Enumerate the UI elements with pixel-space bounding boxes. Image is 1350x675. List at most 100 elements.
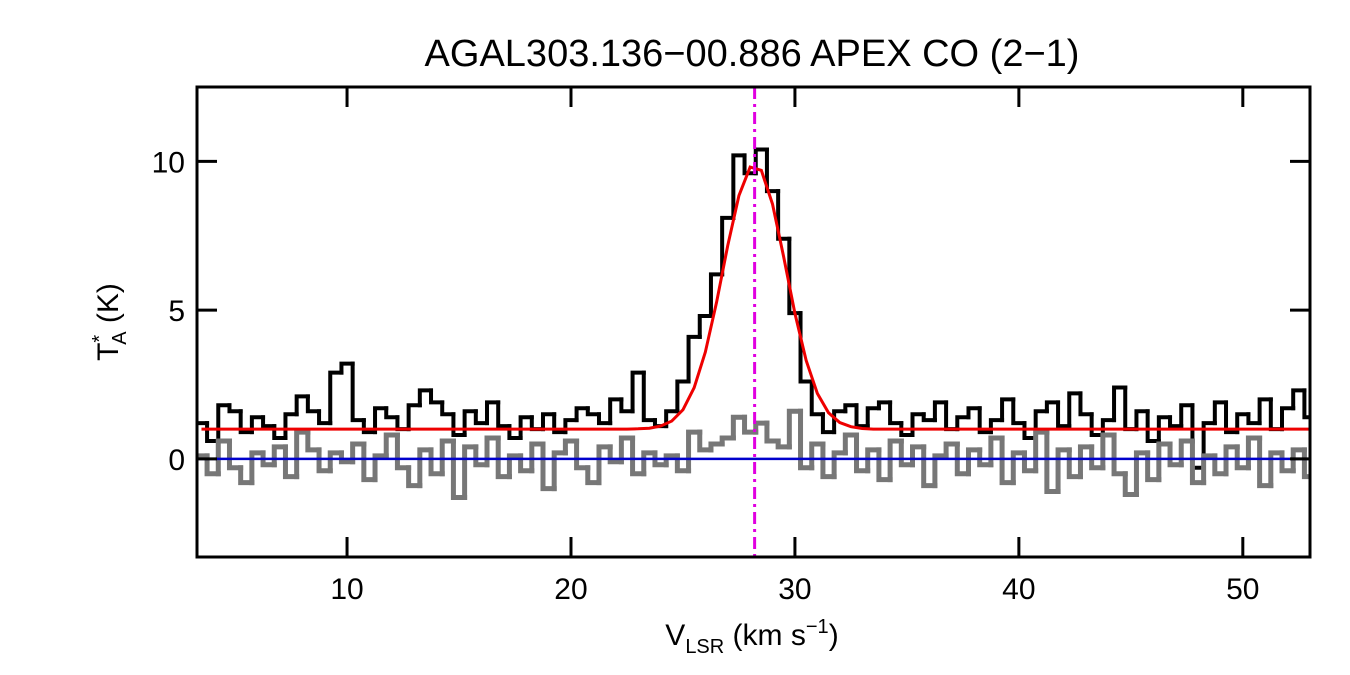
- step-channel: [888, 400, 904, 426]
- step-channel: [394, 432, 412, 471]
- step-channel: [226, 438, 244, 471]
- step-channel: [596, 444, 613, 486]
- step-channel: [1224, 400, 1240, 435]
- step-channel: [451, 412, 467, 438]
- step-channel: [551, 450, 568, 492]
- step-channel: [1111, 432, 1128, 477]
- step-channel: [720, 215, 736, 277]
- step-channel: [697, 314, 713, 339]
- step-channel: [966, 406, 982, 420]
- x-label-sup: −1: [806, 616, 829, 638]
- step-channel: [383, 432, 400, 459]
- step-channel: [1100, 432, 1117, 471]
- step-channel: [776, 189, 792, 241]
- step-channel: [1201, 453, 1218, 486]
- step-channel: [1145, 409, 1161, 443]
- step-channel: [1133, 450, 1151, 498]
- step-channel: [1067, 391, 1083, 429]
- step-channel: [786, 408, 804, 450]
- step-channel: [506, 453, 524, 480]
- step-channel: [417, 388, 434, 408]
- plot-area: [197, 87, 1310, 557]
- step-channel: [1078, 391, 1094, 417]
- step-channel: [294, 394, 310, 417]
- step-channel: [238, 409, 254, 435]
- x-label-end: ): [829, 619, 839, 652]
- step-channel: [1011, 397, 1027, 426]
- step-channel: [1302, 388, 1310, 420]
- step-channel: [249, 450, 266, 486]
- step-channel: [1145, 450, 1162, 483]
- step-channel: [1168, 415, 1184, 429]
- step-channel: [1246, 412, 1262, 426]
- step-channel: [943, 441, 960, 459]
- step-channel: [954, 441, 971, 477]
- step-channel: [406, 403, 422, 432]
- step-channel: [305, 394, 322, 414]
- step-channel: [1212, 453, 1229, 477]
- step-channel: [1178, 438, 1195, 468]
- x-tick-label: 10: [330, 573, 363, 606]
- step-channel: [652, 450, 669, 468]
- step-channel: [764, 147, 781, 194]
- step-channel: [1044, 429, 1061, 495]
- step-channel: [406, 465, 423, 489]
- step-channel: [787, 236, 803, 316]
- step-channel: [261, 415, 277, 429]
- step-channel: [965, 447, 983, 477]
- step-channel: [697, 429, 714, 453]
- step-channel: [820, 412, 837, 435]
- x-tick-label: 20: [554, 573, 587, 606]
- y-tick-label: 0: [168, 444, 185, 477]
- step-channel: [1257, 397, 1273, 426]
- step-channel: [932, 400, 949, 423]
- step-channel: [843, 403, 859, 414]
- step-channel: [585, 406, 601, 417]
- step-channel: [540, 412, 557, 432]
- step-channel: [417, 447, 434, 489]
- step-channel: [775, 438, 792, 450]
- step-channel: [484, 435, 501, 468]
- step-channel: [238, 465, 255, 486]
- step-channel: [496, 400, 512, 429]
- step-channel: [1077, 444, 1095, 480]
- step-channel: [731, 153, 747, 220]
- step-channel: [1189, 438, 1207, 486]
- step-channel: [305, 429, 322, 453]
- step-channel: [630, 435, 647, 477]
- step-channel: [1156, 441, 1173, 483]
- step-channel: [473, 409, 490, 426]
- step-channel: [1290, 447, 1307, 474]
- step-channel: [730, 414, 748, 441]
- step-channel: [429, 388, 445, 405]
- step-channel: [1234, 444, 1251, 471]
- step-channel: [282, 444, 300, 480]
- step-channel: [350, 441, 367, 465]
- step-channel: [742, 414, 759, 435]
- y-label-tail: (K): [92, 283, 125, 331]
- step-channel: [361, 441, 378, 483]
- step-channel: [439, 438, 456, 477]
- step-channel: [664, 409, 680, 429]
- step-channel: [317, 409, 333, 426]
- step-channel: [1134, 409, 1150, 432]
- x-tick-label: 50: [1226, 573, 1259, 606]
- step-channel: [887, 438, 904, 483]
- step-channel: [899, 421, 915, 438]
- y-axis-label: T*A (K): [89, 283, 131, 361]
- step-channel: [596, 412, 613, 426]
- step-channel: [832, 409, 848, 435]
- step-channel: [204, 453, 221, 477]
- y-tick-label: 5: [168, 295, 185, 328]
- step-channel: [372, 453, 389, 483]
- step-channel: [373, 406, 389, 435]
- step-channel: [1257, 435, 1274, 489]
- step-channel: [384, 406, 400, 420]
- step-channel: [820, 441, 837, 480]
- step-channel: [339, 361, 355, 375]
- step-channel: [1156, 415, 1173, 443]
- step-channel: [608, 397, 624, 426]
- step-channel: [350, 361, 366, 423]
- step-channel: [842, 432, 860, 456]
